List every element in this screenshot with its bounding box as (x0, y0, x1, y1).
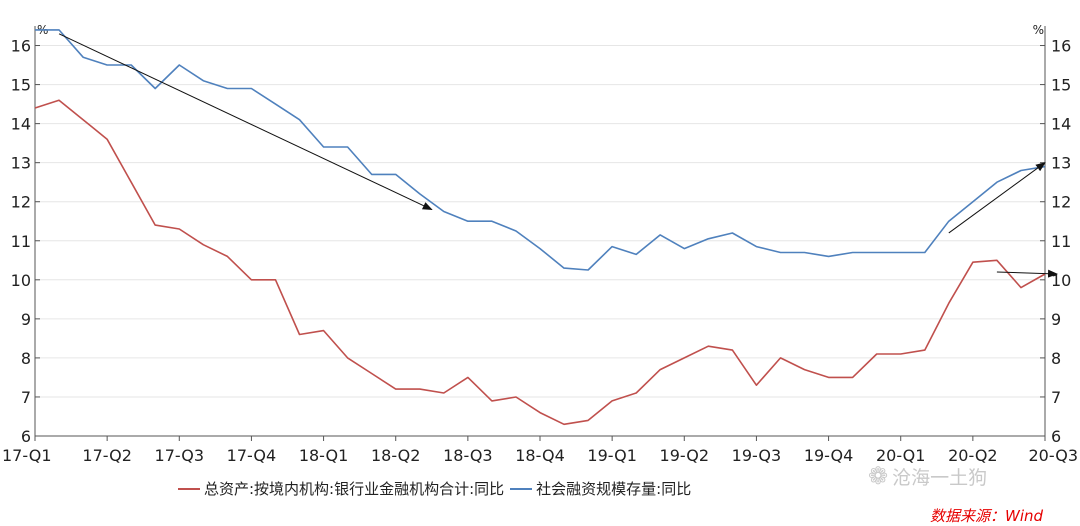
right-y-tick-label: 6 (1051, 427, 1061, 446)
x-tick-label: 20-Q3 (1029, 446, 1079, 465)
right-y-tick-label: 12 (1051, 193, 1071, 212)
left-y-tick-label: 9 (21, 310, 31, 329)
series-line-social-financing (35, 29, 1046, 271)
watermark: ❁ 沧海一土狗 (868, 462, 987, 490)
right-unit-label: % (1033, 23, 1044, 37)
x-tick-label: 20-Q2 (948, 446, 998, 465)
legend-item-social-financing: 社会融资规模存量:同比 (510, 478, 691, 499)
right-y-tick-label: 16 (1051, 37, 1071, 56)
legend: 总资产:按境内机构:银行业金融机构合计:同比 社会融资规模存量:同比 (178, 478, 697, 499)
left-y-tick-label: 12 (11, 193, 31, 212)
left-y-tick-label: 6 (21, 427, 31, 446)
left-y-tick-label: 7 (21, 388, 31, 407)
trend-arrow (996, 269, 1059, 278)
right-y-tick-label: 14 (1051, 115, 1071, 134)
right-y-tick-label: 15 (1051, 76, 1071, 95)
watermark-text: 沧海一土狗 (892, 466, 988, 489)
x-tick-label: 17-Q3 (155, 446, 205, 465)
right-y-tick-label: 9 (1051, 310, 1061, 329)
x-tick-label: 19-Q2 (660, 446, 710, 465)
left-y-tick-label: 13 (11, 154, 31, 173)
legend-label-total-assets: 总资产:按境内机构:银行业金融机构合计:同比 (204, 480, 505, 498)
legend-swatch-total-assets (178, 487, 200, 490)
x-tick-label: 17-Q2 (82, 446, 132, 465)
right-y-tick-label: 7 (1051, 388, 1061, 407)
x-tick-label: 17-Q1 (2, 446, 52, 465)
trend-arrow (58, 33, 433, 210)
x-tick-label: 19-Q4 (804, 446, 854, 465)
x-tick-label: 20-Q1 (876, 446, 926, 465)
legend-item-total-assets: 总资产:按境内机构:银行业金融机构合计:同比 (178, 478, 504, 499)
left-y-tick-label: 11 (11, 232, 31, 251)
x-tick-label: 18-Q1 (299, 446, 349, 465)
x-tick-label: 18-Q3 (443, 446, 493, 465)
left-y-tick-label: 8 (21, 349, 31, 368)
source-note: 数据来源：Wind (930, 507, 1044, 525)
left-y-tick-label: 10 (11, 271, 31, 290)
x-tick-label: 18-Q2 (371, 446, 421, 465)
right-y-tick-label: 8 (1051, 349, 1061, 368)
x-tick-label: 19-Q1 (587, 446, 637, 465)
series-line-total-assets (34, 99, 1046, 426)
right-y-tick-label: 11 (1051, 232, 1071, 251)
wechat-icon: ❁ (868, 462, 889, 490)
legend-swatch-social-financing (510, 487, 533, 490)
x-tick-label: 19-Q3 (732, 446, 782, 465)
left-y-tick-label: 15 (11, 76, 31, 95)
left-y-tick-label: 14 (11, 115, 31, 134)
right-y-tick-label: 13 (1051, 154, 1071, 173)
trend-arrow (948, 162, 1046, 234)
x-tick-label: 17-Q4 (227, 446, 277, 465)
x-tick-label: 18-Q4 (515, 446, 565, 465)
left-y-tick-label: 16 (11, 37, 31, 56)
legend-label-social-financing: 社会融资规模存量:同比 (536, 480, 692, 498)
